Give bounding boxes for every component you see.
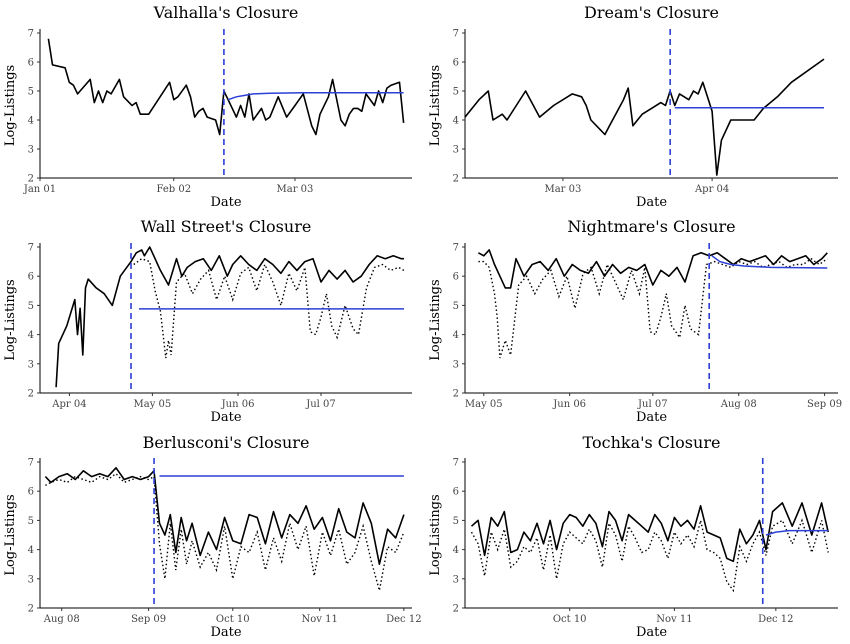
y-tick-label: 7	[453, 458, 459, 469]
dotted-series-line	[133, 257, 405, 359]
y-axis-label: Log-Listings	[428, 279, 443, 360]
panel-4: Berlusconi's Closure 2 3 4 5 6 7 Aug 08 Sep 09 Oc…	[3, 433, 422, 640]
fitted-line	[227, 91, 404, 101]
x-axis-label: Date	[636, 410, 667, 425]
y-tick-label: 7	[28, 458, 34, 469]
y-axis-label: Log-Listings	[428, 65, 443, 146]
y-tick-label: 6	[453, 58, 459, 69]
x-tick-label: Nov 11	[302, 614, 338, 625]
x-tick-label: Jan 01	[23, 184, 56, 195]
y-tick-label: 3	[453, 359, 459, 370]
dotted-series-line	[45, 472, 405, 591]
panel-3: Nightmare's Closure 2 3 4 5 6 7 May 05 Jun 06 Jul…	[428, 217, 842, 425]
y-tick-label: 2	[28, 604, 34, 615]
y-tick-label: 4	[28, 330, 34, 341]
y-tick-label: 6	[453, 487, 459, 498]
y-tick-label: 4	[453, 330, 459, 341]
y-tick-label: 7	[28, 29, 34, 40]
y-tick-label: 7	[453, 243, 459, 254]
x-tick-label: Jul 07	[637, 399, 668, 410]
x-tick-label: Jul 07	[305, 399, 336, 410]
panel-2: Wall Street's Closure 2 3 4 5 6 7 Apr 04 May 05 J…	[3, 217, 412, 425]
y-tick-label: 4	[453, 116, 459, 127]
y-tick-label: 3	[453, 145, 459, 156]
solid-series-line	[44, 466, 405, 566]
y-tick-label: 2	[453, 604, 459, 615]
chart-title: Berlusconi's Closure	[143, 433, 310, 452]
y-axis-label: Log-Listings	[428, 494, 443, 575]
x-tick-label: Oct 10	[216, 614, 250, 625]
panel-5: Tochka's Closure 2 3 4 5 6 7 Oct 10 Nov 11 Dec 12…	[428, 433, 838, 640]
y-axis-label: Log-Listings	[3, 65, 18, 146]
y-tick-label: 5	[453, 301, 459, 312]
y-tick-label: 2	[28, 389, 34, 400]
x-tick-label: Jun 06	[221, 399, 255, 410]
x-tick-label: Mar 03	[544, 184, 581, 195]
x-axis-label: Date	[210, 410, 241, 425]
y-tick-label: 4	[28, 116, 34, 127]
x-tick-label: Jun 06	[552, 399, 586, 410]
x-tick-label: Dec 12	[386, 614, 421, 625]
x-tick-label: Nov 11	[656, 614, 692, 625]
chart-title: Dream's Closure	[584, 3, 719, 22]
x-tick-label: Apr 04	[694, 184, 729, 195]
x-tick-label: May 05	[134, 399, 172, 410]
solid-series-line	[47, 38, 405, 136]
y-tick-label: 7	[28, 243, 34, 254]
x-tick-label: Dec 12	[758, 614, 793, 625]
x-tick-label: Feb 02	[156, 184, 191, 195]
y-tick-label: 3	[28, 574, 34, 585]
x-axis-label: Date	[636, 195, 667, 210]
y-tick-label: 3	[453, 574, 459, 585]
solid-series-line	[470, 502, 829, 563]
dotted-series-line	[478, 257, 828, 359]
y-tick-label: 4	[453, 545, 459, 556]
panel-0: Valhalla's Closure 2 3 4 5 6 7 Jan 01 Feb 02 Mar …	[3, 3, 412, 210]
y-tick-label: 3	[28, 145, 34, 156]
x-tick-label: Apr 04	[51, 399, 86, 410]
y-axis-label: Log-Listings	[3, 279, 18, 360]
x-tick-label: Sep 09	[131, 614, 166, 625]
x-tick-label: Aug 08	[43, 614, 80, 625]
y-tick-label: 5	[453, 516, 459, 527]
y-tick-label: 6	[453, 272, 459, 283]
chart-title: Nightmare's Closure	[567, 217, 735, 236]
x-axis-label: Date	[210, 625, 241, 640]
y-tick-label: 7	[453, 29, 459, 40]
x-tick-label: Sep 09	[807, 399, 842, 410]
x-tick-label: Oct 10	[553, 614, 587, 625]
y-tick-label: 6	[28, 487, 34, 498]
x-axis-label: Date	[636, 625, 667, 640]
y-tick-label: 2	[453, 389, 459, 400]
x-tick-label: Mar 03	[277, 184, 314, 195]
chart-title: Tochka's Closure	[583, 433, 721, 452]
y-tick-label: 6	[28, 58, 34, 69]
panel-1: Dream's Closure 2 3 4 5 6 7 Mar 03 Apr 04 Date Log…	[428, 3, 838, 210]
y-tick-label: 2	[453, 174, 459, 185]
dotted-series-line	[470, 518, 829, 593]
y-tick-label: 6	[28, 272, 34, 283]
fitted-line	[711, 255, 828, 269]
x-tick-label: May 05	[465, 399, 503, 410]
fitted-line	[765, 529, 829, 536]
y-tick-label: 5	[453, 87, 459, 98]
solid-series-line	[478, 249, 828, 289]
x-axis-label: Date	[210, 195, 241, 210]
y-tick-label: 2	[28, 174, 34, 185]
solid-series-line	[464, 58, 825, 176]
y-tick-label: 5	[28, 516, 34, 527]
y-tick-label: 3	[28, 359, 34, 370]
y-tick-label: 4	[28, 545, 34, 556]
chart-title: Wall Street's Closure	[141, 217, 312, 236]
y-axis-label: Log-Listings	[3, 494, 18, 575]
x-tick-label: Aug 08	[720, 399, 757, 410]
y-tick-label: 5	[28, 301, 34, 312]
y-tick-label: 5	[28, 87, 34, 98]
solid-series-line	[55, 246, 404, 388]
chart-title: Valhalla's Closure	[153, 3, 299, 22]
